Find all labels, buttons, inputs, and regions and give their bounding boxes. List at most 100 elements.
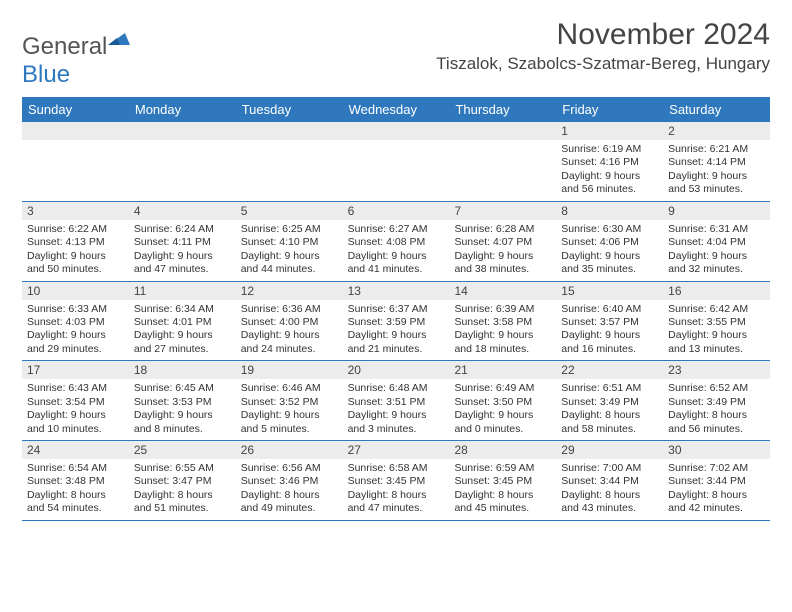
day-detail: Sunrise: 6:21 AMSunset: 4:14 PMDaylight:… bbox=[663, 140, 770, 201]
day-detail: Sunrise: 6:33 AMSunset: 4:03 PMDaylight:… bbox=[22, 300, 129, 361]
day-cell: 25Sunrise: 6:55 AMSunset: 3:47 PMDayligh… bbox=[129, 441, 236, 520]
location-text: Tiszalok, Szabolcs-Szatmar-Bereg, Hungar… bbox=[436, 54, 770, 74]
day-number: 3 bbox=[22, 202, 129, 220]
day-detail: Sunrise: 7:02 AMSunset: 3:44 PMDaylight:… bbox=[663, 459, 770, 520]
day-number: 17 bbox=[22, 361, 129, 379]
empty-day-cell bbox=[449, 122, 556, 201]
day-number: 5 bbox=[236, 202, 343, 220]
day-detail: Sunrise: 6:42 AMSunset: 3:55 PMDaylight:… bbox=[663, 300, 770, 361]
day-cell: 29Sunrise: 7:00 AMSunset: 3:44 PMDayligh… bbox=[556, 441, 663, 520]
day-number: 26 bbox=[236, 441, 343, 459]
day-number: 6 bbox=[343, 202, 450, 220]
day-cell: 16Sunrise: 6:42 AMSunset: 3:55 PMDayligh… bbox=[663, 282, 770, 361]
day-cell: 26Sunrise: 6:56 AMSunset: 3:46 PMDayligh… bbox=[236, 441, 343, 520]
day-detail: Sunrise: 7:00 AMSunset: 3:44 PMDaylight:… bbox=[556, 459, 663, 520]
day-number: 25 bbox=[129, 441, 236, 459]
day-cell: 5Sunrise: 6:25 AMSunset: 4:10 PMDaylight… bbox=[236, 202, 343, 281]
calendar-week-row: 10Sunrise: 6:33 AMSunset: 4:03 PMDayligh… bbox=[22, 282, 770, 362]
day-number: 4 bbox=[129, 202, 236, 220]
day-cell: 12Sunrise: 6:36 AMSunset: 4:00 PMDayligh… bbox=[236, 282, 343, 361]
header: General Blue November 2024 Tiszalok, Sza… bbox=[22, 18, 770, 89]
day-cell: 10Sunrise: 6:33 AMSunset: 4:03 PMDayligh… bbox=[22, 282, 129, 361]
day-detail: Sunrise: 6:56 AMSunset: 3:46 PMDaylight:… bbox=[236, 459, 343, 520]
day-number: 2 bbox=[663, 122, 770, 140]
day-number: 11 bbox=[129, 282, 236, 300]
day-cell: 27Sunrise: 6:58 AMSunset: 3:45 PMDayligh… bbox=[343, 441, 450, 520]
day-cell: 22Sunrise: 6:51 AMSunset: 3:49 PMDayligh… bbox=[556, 361, 663, 440]
day-cell: 20Sunrise: 6:48 AMSunset: 3:51 PMDayligh… bbox=[343, 361, 450, 440]
day-number: 15 bbox=[556, 282, 663, 300]
day-number: 22 bbox=[556, 361, 663, 379]
day-number: 23 bbox=[663, 361, 770, 379]
calendar-week-row: 24Sunrise: 6:54 AMSunset: 3:48 PMDayligh… bbox=[22, 441, 770, 521]
day-detail: Sunrise: 6:46 AMSunset: 3:52 PMDaylight:… bbox=[236, 379, 343, 440]
day-header: Sunday bbox=[22, 97, 129, 122]
day-detail: Sunrise: 6:48 AMSunset: 3:51 PMDaylight:… bbox=[343, 379, 450, 440]
empty-day-cell bbox=[129, 122, 236, 201]
calendar-week-row: 3Sunrise: 6:22 AMSunset: 4:13 PMDaylight… bbox=[22, 202, 770, 282]
logo-text: General Blue bbox=[22, 33, 130, 88]
day-number: 28 bbox=[449, 441, 556, 459]
day-detail: Sunrise: 6:30 AMSunset: 4:06 PMDaylight:… bbox=[556, 220, 663, 281]
day-detail: Sunrise: 6:39 AMSunset: 3:58 PMDaylight:… bbox=[449, 300, 556, 361]
day-cell: 15Sunrise: 6:40 AMSunset: 3:57 PMDayligh… bbox=[556, 282, 663, 361]
calendar: SundayMondayTuesdayWednesdayThursdayFrid… bbox=[22, 97, 770, 521]
day-detail: Sunrise: 6:52 AMSunset: 3:49 PMDaylight:… bbox=[663, 379, 770, 440]
day-detail: Sunrise: 6:28 AMSunset: 4:07 PMDaylight:… bbox=[449, 220, 556, 281]
day-detail: Sunrise: 6:40 AMSunset: 3:57 PMDaylight:… bbox=[556, 300, 663, 361]
day-detail: Sunrise: 6:36 AMSunset: 4:00 PMDaylight:… bbox=[236, 300, 343, 361]
day-number: 27 bbox=[343, 441, 450, 459]
day-header: Thursday bbox=[449, 97, 556, 122]
day-cell: 4Sunrise: 6:24 AMSunset: 4:11 PMDaylight… bbox=[129, 202, 236, 281]
day-number: 30 bbox=[663, 441, 770, 459]
day-cell: 3Sunrise: 6:22 AMSunset: 4:13 PMDaylight… bbox=[22, 202, 129, 281]
empty-day-cell bbox=[236, 122, 343, 201]
day-number: 7 bbox=[449, 202, 556, 220]
logo-text-blue: Blue bbox=[22, 61, 70, 88]
day-cell: 23Sunrise: 6:52 AMSunset: 3:49 PMDayligh… bbox=[663, 361, 770, 440]
day-number: 13 bbox=[343, 282, 450, 300]
day-number: 18 bbox=[129, 361, 236, 379]
day-number: 21 bbox=[449, 361, 556, 379]
day-detail: Sunrise: 6:37 AMSunset: 3:59 PMDaylight:… bbox=[343, 300, 450, 361]
day-cell: 28Sunrise: 6:59 AMSunset: 3:45 PMDayligh… bbox=[449, 441, 556, 520]
day-detail: Sunrise: 6:31 AMSunset: 4:04 PMDaylight:… bbox=[663, 220, 770, 281]
day-header: Saturday bbox=[663, 97, 770, 122]
day-cell: 30Sunrise: 7:02 AMSunset: 3:44 PMDayligh… bbox=[663, 441, 770, 520]
day-number: 9 bbox=[663, 202, 770, 220]
day-detail: Sunrise: 6:55 AMSunset: 3:47 PMDaylight:… bbox=[129, 459, 236, 520]
calendar-weeks: 1Sunrise: 6:19 AMSunset: 4:16 PMDaylight… bbox=[22, 122, 770, 521]
logo-text-general: General bbox=[22, 33, 107, 60]
day-number: 1 bbox=[556, 122, 663, 140]
day-detail: Sunrise: 6:22 AMSunset: 4:13 PMDaylight:… bbox=[22, 220, 129, 281]
day-cell: 2Sunrise: 6:21 AMSunset: 4:14 PMDaylight… bbox=[663, 122, 770, 201]
day-cell: 18Sunrise: 6:45 AMSunset: 3:53 PMDayligh… bbox=[129, 361, 236, 440]
day-number: 8 bbox=[556, 202, 663, 220]
day-cell: 19Sunrise: 6:46 AMSunset: 3:52 PMDayligh… bbox=[236, 361, 343, 440]
day-cell: 24Sunrise: 6:54 AMSunset: 3:48 PMDayligh… bbox=[22, 441, 129, 520]
day-cell: 6Sunrise: 6:27 AMSunset: 4:08 PMDaylight… bbox=[343, 202, 450, 281]
day-cell: 1Sunrise: 6:19 AMSunset: 4:16 PMDaylight… bbox=[556, 122, 663, 201]
day-detail: Sunrise: 6:34 AMSunset: 4:01 PMDaylight:… bbox=[129, 300, 236, 361]
day-header: Tuesday bbox=[236, 97, 343, 122]
day-number: 12 bbox=[236, 282, 343, 300]
title-block: November 2024 Tiszalok, Szabolcs-Szatmar… bbox=[436, 18, 770, 74]
day-detail: Sunrise: 6:51 AMSunset: 3:49 PMDaylight:… bbox=[556, 379, 663, 440]
day-number: 16 bbox=[663, 282, 770, 300]
day-detail: Sunrise: 6:45 AMSunset: 3:53 PMDaylight:… bbox=[129, 379, 236, 440]
day-detail: Sunrise: 6:49 AMSunset: 3:50 PMDaylight:… bbox=[449, 379, 556, 440]
day-cell: 11Sunrise: 6:34 AMSunset: 4:01 PMDayligh… bbox=[129, 282, 236, 361]
day-detail: Sunrise: 6:43 AMSunset: 3:54 PMDaylight:… bbox=[22, 379, 129, 440]
empty-day-cell bbox=[22, 122, 129, 201]
day-number: 29 bbox=[556, 441, 663, 459]
logo-triangle-icon bbox=[108, 24, 130, 52]
logo: General Blue bbox=[22, 18, 130, 89]
day-cell: 21Sunrise: 6:49 AMSunset: 3:50 PMDayligh… bbox=[449, 361, 556, 440]
day-cell: 14Sunrise: 6:39 AMSunset: 3:58 PMDayligh… bbox=[449, 282, 556, 361]
calendar-week-row: 17Sunrise: 6:43 AMSunset: 3:54 PMDayligh… bbox=[22, 361, 770, 441]
day-detail: Sunrise: 6:19 AMSunset: 4:16 PMDaylight:… bbox=[556, 140, 663, 201]
day-number: 24 bbox=[22, 441, 129, 459]
day-header-row: SundayMondayTuesdayWednesdayThursdayFrid… bbox=[22, 97, 770, 122]
month-title: November 2024 bbox=[436, 18, 770, 52]
day-cell: 13Sunrise: 6:37 AMSunset: 3:59 PMDayligh… bbox=[343, 282, 450, 361]
